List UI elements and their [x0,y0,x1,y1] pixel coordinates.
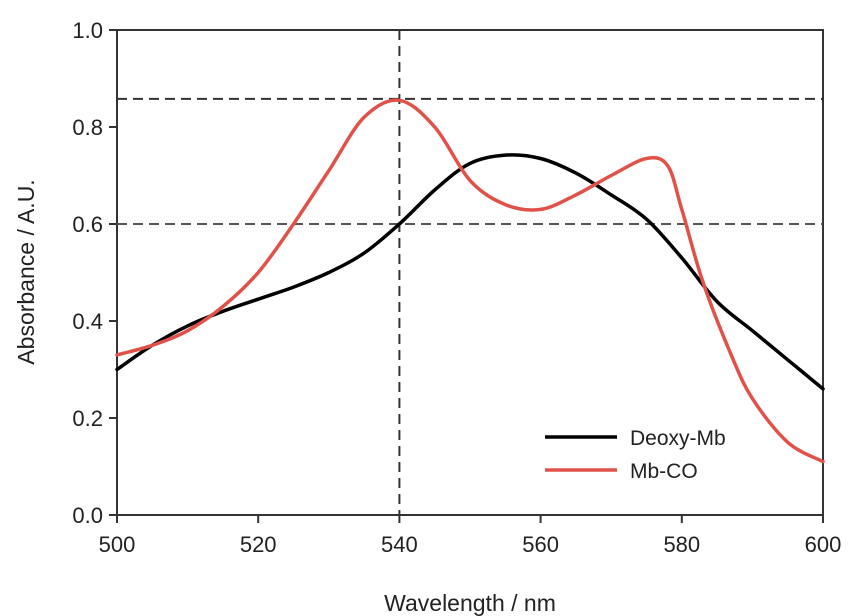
y-tick-label: 1.0 [72,18,103,43]
reference-lines [117,30,823,515]
y-tick-label: 0.8 [72,115,103,140]
y-tick-label: 0.6 [72,212,103,237]
x-tick-label: 500 [99,532,136,557]
x-axis-ticks: 500 520 540 560 580 600 [99,515,842,557]
plot-area [116,29,824,516]
legend-label-deoxy-mb: Deoxy-Mb [630,427,726,450]
x-tick-label: 520 [240,532,277,557]
series-lines [115,98,825,464]
x-tick-label: 540 [381,532,418,557]
legend: Deoxy-Mb Mb-CO [545,427,726,483]
y-axis-ticks: 0.0 0.2 0.4 0.6 0.8 1.0 [72,18,117,528]
x-tick-label: 600 [805,532,842,557]
x-tick-label: 560 [522,532,559,557]
legend-label-mb-co: Mb-CO [630,460,698,483]
y-tick-label: 0.0 [72,503,103,528]
y-axis-label: Absorbance / A.U. [13,179,39,364]
x-axis-label: Wavelength / nm [384,590,556,616]
series-line-mb-co [115,98,825,464]
y-tick-label: 0.4 [72,309,103,334]
y-tick-label: 0.2 [72,406,103,431]
x-tick-label: 580 [663,532,700,557]
